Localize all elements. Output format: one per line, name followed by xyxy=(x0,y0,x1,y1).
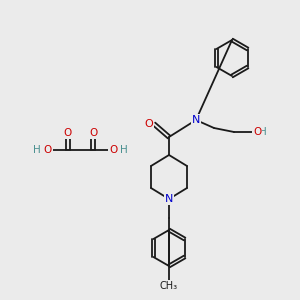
Text: N: N xyxy=(165,194,173,204)
Text: CH₃: CH₃ xyxy=(160,281,178,291)
Text: O: O xyxy=(44,145,52,155)
Text: N: N xyxy=(192,115,200,125)
Text: O: O xyxy=(64,128,72,138)
Text: O: O xyxy=(145,119,153,129)
Text: H: H xyxy=(33,145,41,155)
Text: O: O xyxy=(109,145,117,155)
Text: H: H xyxy=(259,127,267,137)
Text: H: H xyxy=(120,145,128,155)
Text: O: O xyxy=(253,127,261,137)
Text: O: O xyxy=(89,128,97,138)
